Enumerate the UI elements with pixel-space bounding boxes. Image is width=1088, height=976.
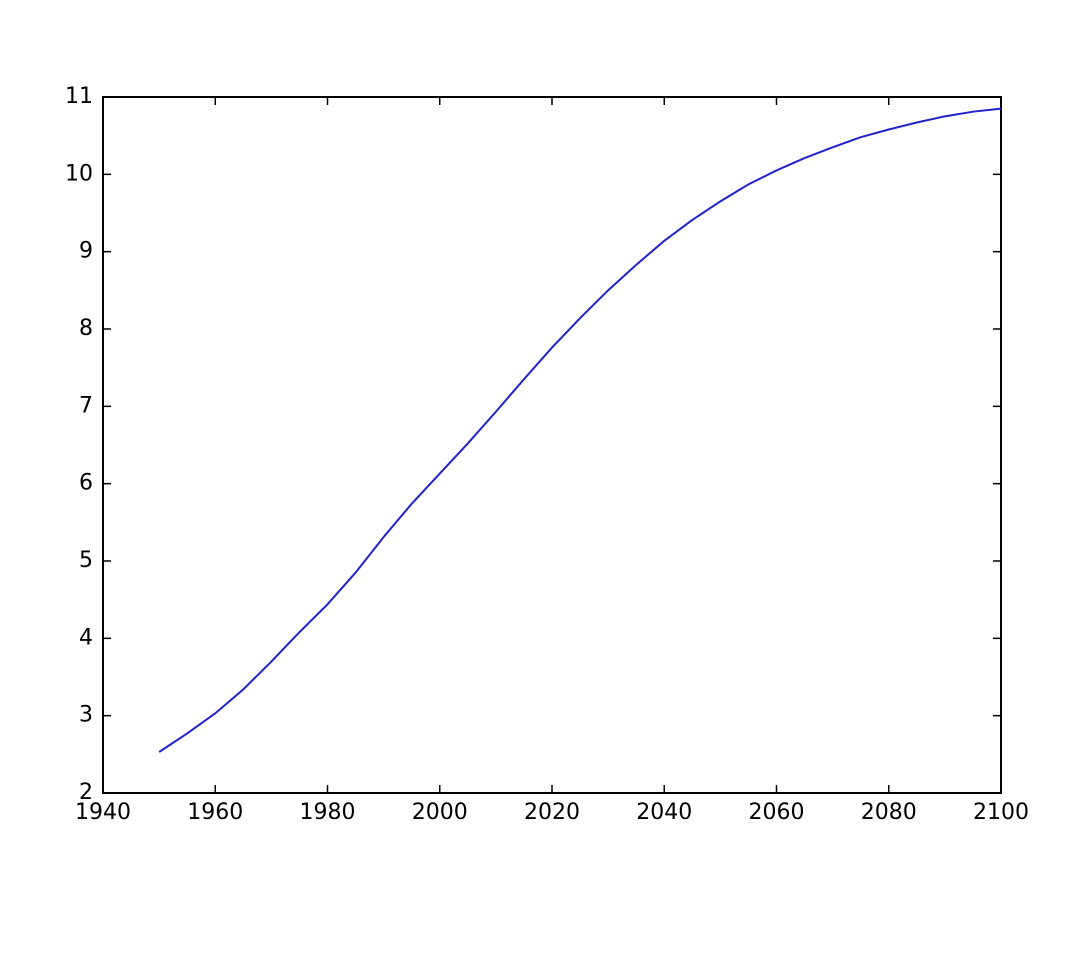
x-tick-label: 2040 bbox=[636, 800, 692, 825]
y-tick-label: 10 bbox=[65, 161, 93, 186]
y-tick-label: 8 bbox=[79, 316, 93, 341]
y-tick-label: 3 bbox=[79, 703, 93, 728]
x-tick-label: 2080 bbox=[861, 800, 917, 825]
y-tick-label: 4 bbox=[79, 625, 93, 650]
plot-frame bbox=[102, 96, 1002, 794]
x-tick-label: 1960 bbox=[187, 800, 243, 825]
y-tick-label: 11 bbox=[65, 84, 93, 109]
y-tick-label: 7 bbox=[79, 393, 93, 418]
x-tick-label: 1980 bbox=[300, 800, 356, 825]
y-tick-label: 9 bbox=[79, 239, 93, 264]
x-tick-label: 2000 bbox=[412, 800, 468, 825]
x-tick-label: 2060 bbox=[749, 800, 805, 825]
x-tick-label: 1940 bbox=[75, 800, 131, 825]
y-tick-label: 2 bbox=[79, 780, 93, 805]
y-tick-label: 5 bbox=[79, 548, 93, 573]
x-tick-label: 2100 bbox=[973, 800, 1029, 825]
x-tick-label: 2020 bbox=[524, 800, 580, 825]
data-line bbox=[158, 107, 1002, 753]
y-tick-label: 6 bbox=[79, 471, 93, 496]
